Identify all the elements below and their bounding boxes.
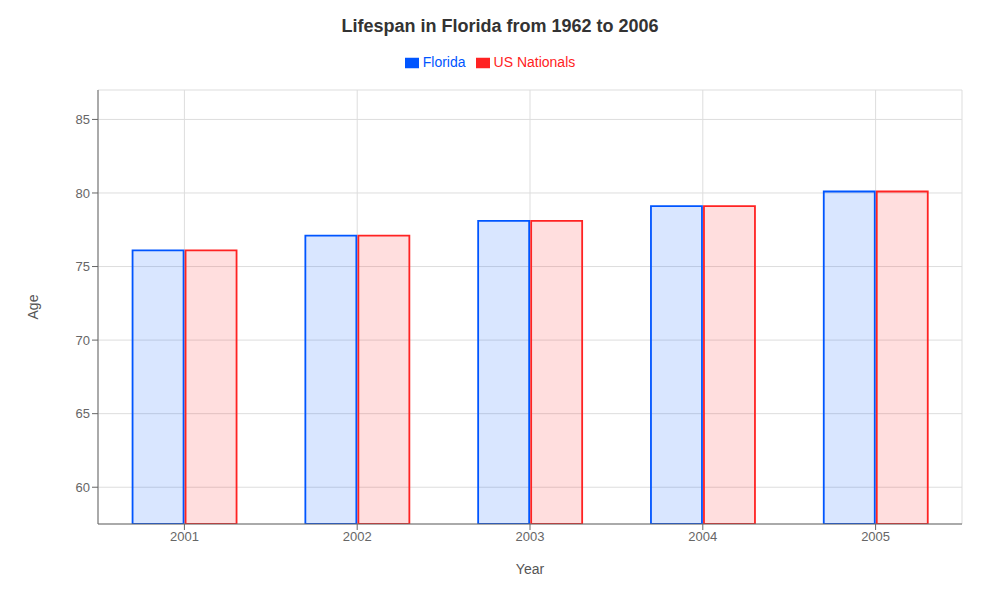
svg-text:Year: Year [516, 561, 545, 577]
html-text:Lifespan in Florida from 1962: Lifespan in Florida from 1962 to 2006 [341, 16, 659, 36]
svg-text:60: 60 [76, 480, 90, 495]
svg-text:2001: 2001 [170, 529, 199, 544]
svg-text:2003: 2003 [516, 529, 545, 544]
html-text:Florida: Florida [422, 54, 466, 70]
svg-text:2005: 2005 [861, 529, 890, 544]
svg-text:85: 85 [76, 112, 90, 127]
svg-text:80: 80 [76, 186, 90, 201]
svg-text:70: 70 [76, 333, 90, 348]
svg-text:Age: Age [25, 294, 41, 319]
svg-text:75: 75 [76, 259, 90, 274]
svg-text:65: 65 [76, 406, 90, 421]
html-text:US Nationals: US Nationals [493, 54, 576, 70]
svg-text:2002: 2002 [343, 529, 372, 544]
svg-text:2004: 2004 [688, 529, 717, 544]
